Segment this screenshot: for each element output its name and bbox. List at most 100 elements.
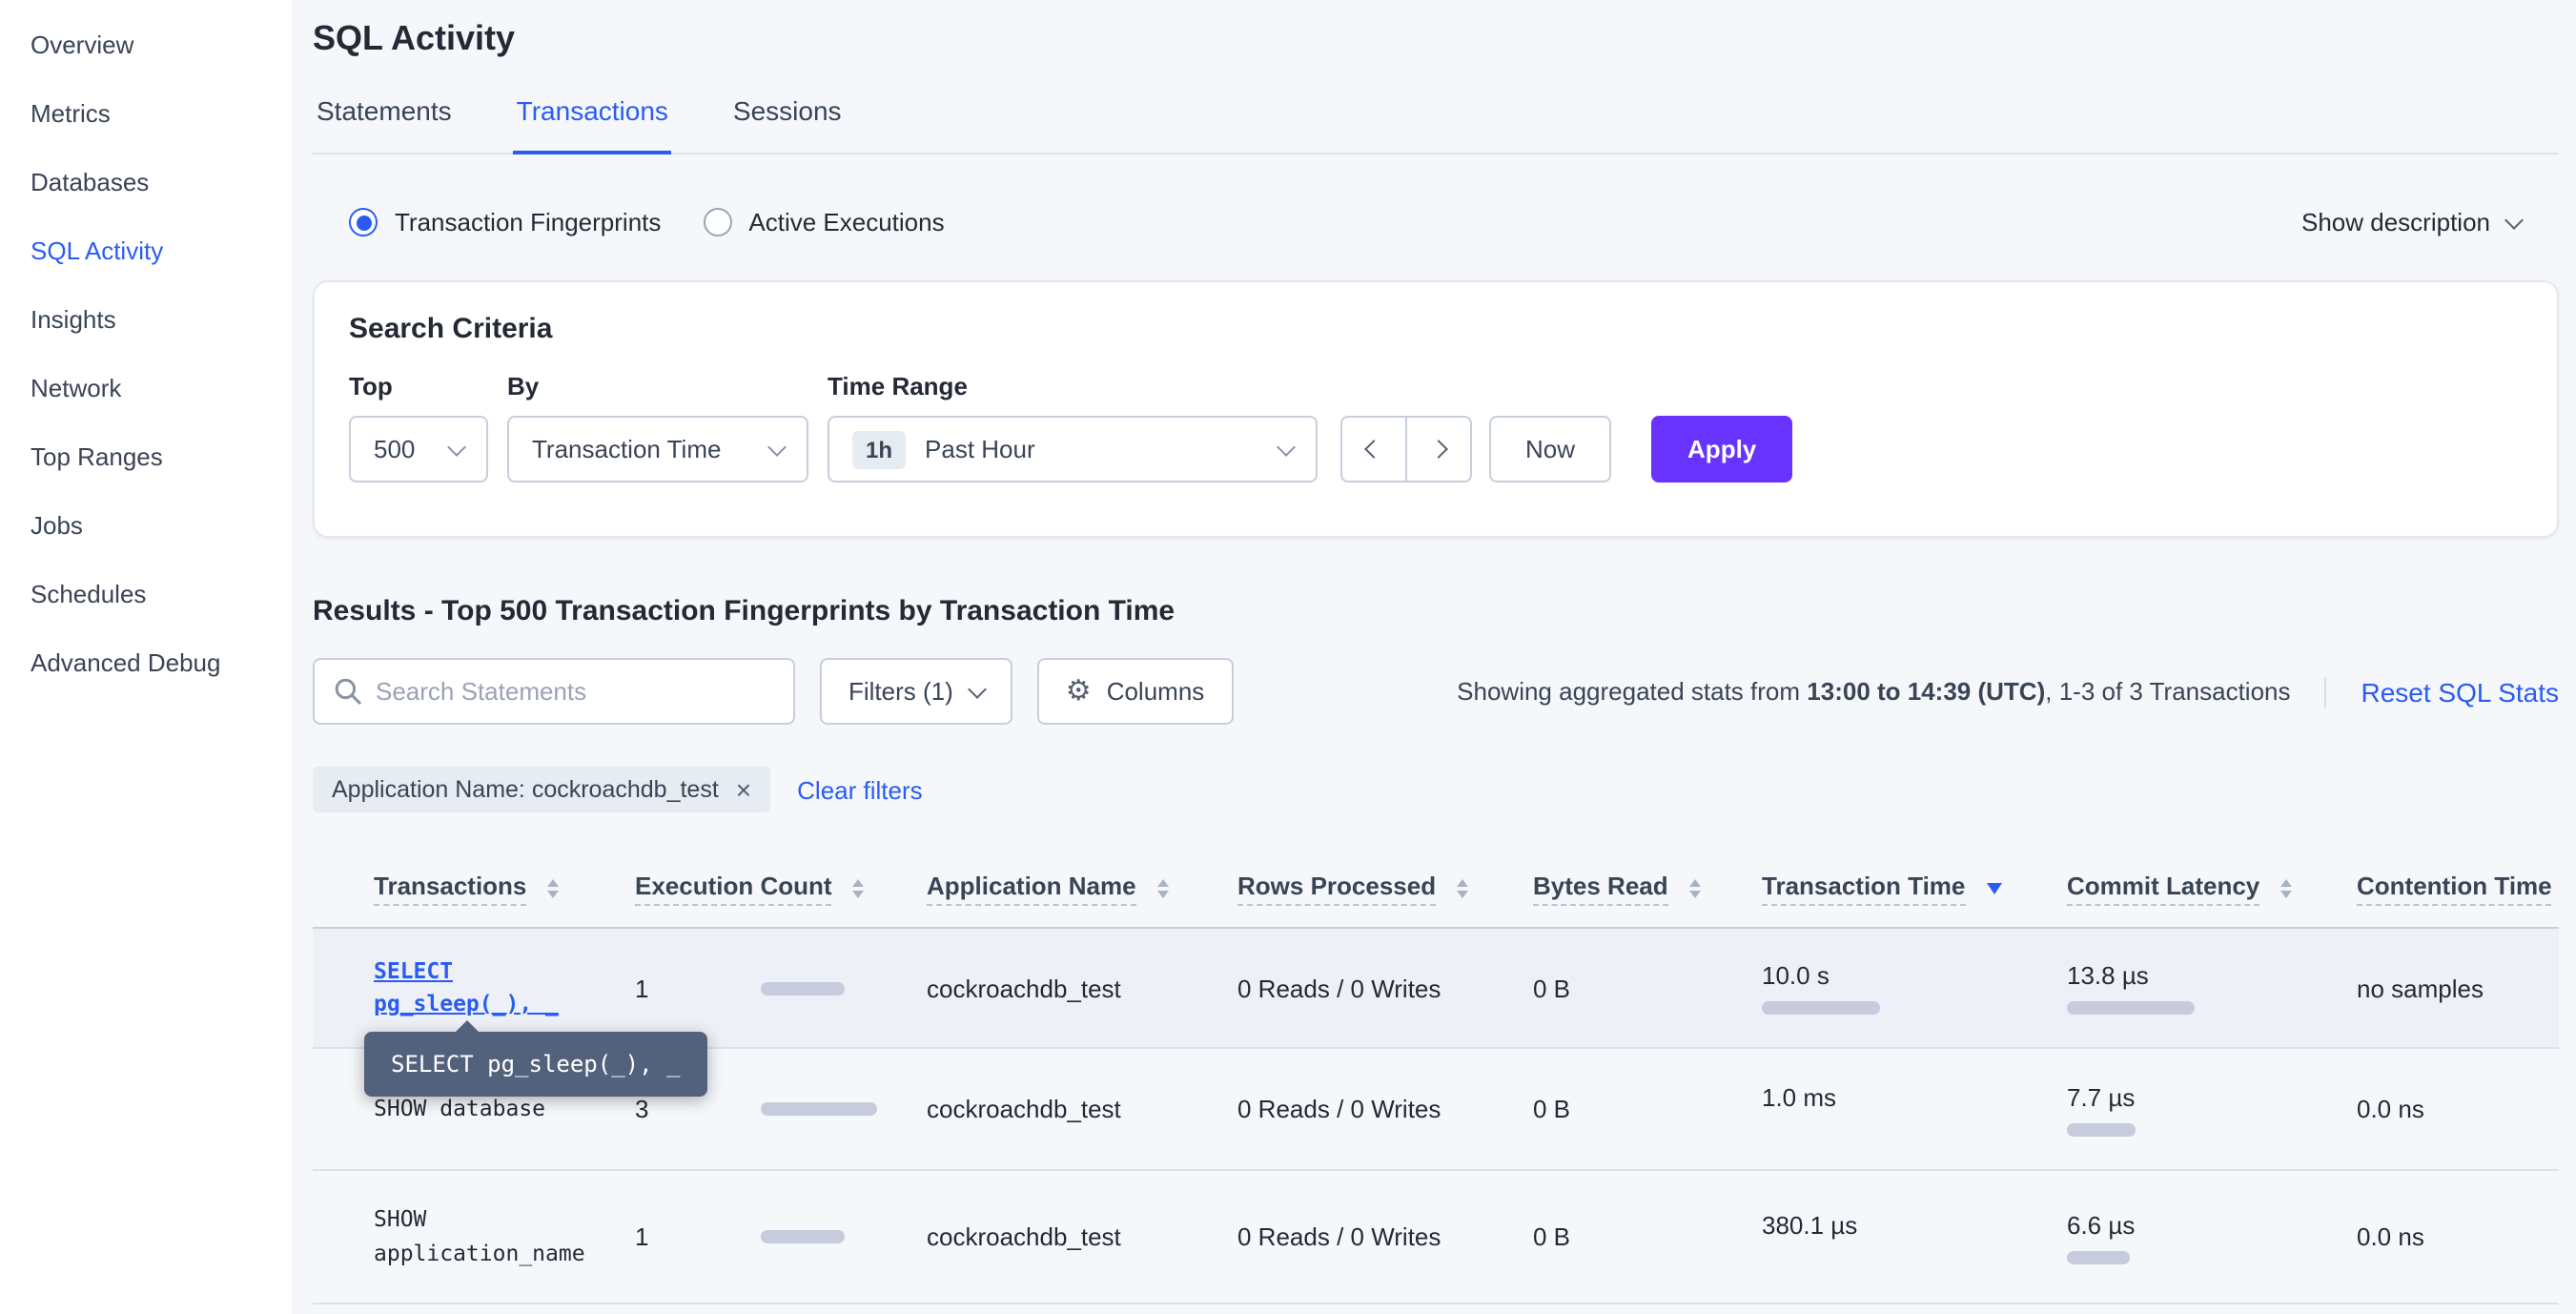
- columns-button[interactable]: ⚙ Columns: [1036, 658, 1234, 725]
- columns-label: Columns: [1106, 677, 1205, 706]
- execution-count-bar: [761, 1230, 845, 1243]
- table-header-row: Transactions Execution Count Application…: [313, 851, 2559, 929]
- show-description-toggle[interactable]: Show description: [2301, 208, 2524, 236]
- execution-count-cell: 1: [635, 1222, 927, 1251]
- sidebar-item-advanced-debug[interactable]: Advanced Debug: [31, 647, 221, 676]
- transaction-fingerprint-link[interactable]: SHOW application_name: [374, 1205, 585, 1266]
- sidebar-item-insights[interactable]: Insights: [31, 304, 116, 333]
- execution-count-bar: [761, 981, 845, 995]
- results-toolbar: Filters (1) ⚙ Columns Showing aggregated…: [313, 658, 2559, 725]
- search-criteria-controls: Top 500 By Transaction Time Time Range: [349, 372, 2523, 482]
- chevron-right-icon: [1429, 440, 1448, 459]
- sidebar-item-metrics[interactable]: Metrics: [31, 98, 111, 127]
- time-next-button[interactable]: [1405, 416, 1472, 482]
- time-range-field: Time Range 1h Past Hour: [828, 372, 1318, 482]
- transaction-time-cell: 380.1 µs: [1762, 1210, 1858, 1239]
- chevron-down-icon: [1277, 437, 1296, 456]
- time-range-label: Time Range: [828, 372, 968, 400]
- filters-label: Filters (1): [848, 677, 953, 706]
- table-row: SHOW database 3 cockroachdb_test 0 Reads…: [313, 1049, 2559, 1171]
- tab-statements[interactable]: Statements: [317, 95, 452, 126]
- chevron-down-icon: [967, 679, 987, 698]
- sidebar-item-sql-activity[interactable]: SQL Activity: [31, 236, 164, 264]
- execution-count-cell: 3: [635, 1095, 927, 1123]
- clear-filters-link[interactable]: Clear filters: [797, 775, 923, 804]
- sidebar-item-databases[interactable]: Databases: [31, 167, 150, 195]
- apply-button[interactable]: Apply: [1651, 416, 1793, 482]
- execution-count-bar: [761, 1102, 877, 1116]
- chevron-down-icon: [767, 437, 787, 456]
- application-name-cell: cockroachdb_test: [927, 974, 1121, 1002]
- top-field: Top 500: [349, 372, 488, 482]
- filter-chip-label: Application Name: cockroachdb_test: [332, 776, 719, 803]
- reset-sql-stats-link[interactable]: Reset SQL Stats: [2324, 676, 2559, 707]
- sort-icon[interactable]: [1457, 879, 1469, 898]
- column-header-execution-count[interactable]: Execution Count: [635, 872, 927, 906]
- page-title: SQL Activity: [313, 19, 516, 57]
- transaction-time-cell: 1.0 ms: [1762, 1082, 1837, 1111]
- results-heading: Results - Top 500 Transaction Fingerprin…: [313, 595, 1176, 627]
- sidebar-item-top-ranges[interactable]: Top Ranges: [31, 441, 163, 470]
- column-header-bytes-read[interactable]: Bytes Read: [1533, 872, 1762, 906]
- now-button[interactable]: Now: [1489, 416, 1612, 482]
- time-range-value: Past Hour: [925, 435, 1035, 463]
- contention-time-cell: 0.0 ns: [2357, 1095, 2424, 1123]
- sort-icon[interactable]: [1156, 879, 1169, 898]
- top-label: Top: [349, 372, 393, 400]
- sort-icon[interactable]: [852, 879, 865, 898]
- column-header-rows-processed[interactable]: Rows Processed: [1237, 872, 1533, 906]
- by-select[interactable]: Transaction Time: [507, 416, 808, 482]
- radio-unselected-icon: [703, 208, 732, 236]
- chevron-down-icon: [447, 437, 466, 456]
- search-box: [313, 658, 795, 725]
- search-criteria-title: Search Criteria: [349, 313, 553, 345]
- search-icon: [335, 678, 361, 705]
- sort-icon[interactable]: [1688, 879, 1701, 898]
- contention-time-cell: 0.0 ns: [2357, 1222, 2424, 1251]
- tab-transactions[interactable]: Transactions: [512, 92, 672, 154]
- sidebar-item-schedules[interactable]: Schedules: [31, 579, 147, 607]
- time-range-select[interactable]: 1h Past Hour: [828, 416, 1318, 482]
- filter-chip: Application Name: cockroachdb_test ×: [313, 767, 771, 812]
- commit-latency-bar: [2067, 1001, 2195, 1015]
- commit-latency-cell: 6.6 µs: [2067, 1210, 2357, 1263]
- bytes-read-cell: 0 B: [1533, 974, 1571, 1002]
- remove-filter-icon[interactable]: ×: [735, 774, 752, 805]
- top-select-value: 500: [374, 435, 416, 463]
- rows-processed-cell: 0 Reads / 0 Writes: [1237, 1095, 1441, 1123]
- time-prev-button[interactable]: [1340, 416, 1407, 482]
- execution-count-cell: 1: [635, 974, 927, 1002]
- transaction-time-cell: 10.0 s: [1762, 961, 2067, 1015]
- transaction-fingerprint-cell: SHOW application_name: [374, 1171, 635, 1303]
- sidebar-item-overview[interactable]: Overview: [31, 30, 134, 58]
- transaction-fingerprint-link[interactable]: SHOW database: [374, 1094, 546, 1121]
- tab-sessions[interactable]: Sessions: [732, 95, 842, 126]
- bytes-read-cell: 0 B: [1533, 1222, 1571, 1251]
- column-header-transaction-time[interactable]: Transaction Time: [1762, 872, 2067, 906]
- main-content: SQL Activity Statements Transactions Ses…: [292, 0, 2576, 1314]
- view-toggle-row: Transaction Fingerprints Active Executio…: [313, 208, 2559, 236]
- transaction-fingerprint-cell: SHOW database: [374, 1049, 635, 1169]
- filters-button[interactable]: Filters (1): [820, 658, 1012, 725]
- search-criteria-card: Search Criteria Top 500 By Transaction T…: [313, 280, 2559, 538]
- bytes-read-cell: 0 B: [1533, 1095, 1571, 1123]
- sort-icon[interactable]: [547, 879, 560, 898]
- column-header-transactions[interactable]: Transactions: [374, 872, 635, 906]
- column-header-contention-time[interactable]: Contention Time: [2357, 872, 2559, 906]
- search-input[interactable]: [313, 658, 795, 725]
- aggregated-stats-text: Showing aggregated stats from 13:00 to 1…: [1457, 677, 2291, 706]
- sort-icon[interactable]: [2280, 879, 2293, 898]
- column-header-commit-latency[interactable]: Commit Latency: [2067, 872, 2357, 906]
- radio-active-executions[interactable]: Active Executions: [703, 208, 945, 236]
- column-header-application-name[interactable]: Application Name: [927, 872, 1237, 906]
- transaction-fingerprint-link[interactable]: SELECT pg_sleep(_), _: [374, 956, 559, 1017]
- contention-time-cell: no samples: [2357, 974, 2484, 1002]
- rows-processed-cell: 0 Reads / 0 Writes: [1237, 974, 1441, 1002]
- transactions-table: Transactions Execution Count Application…: [313, 851, 2559, 1304]
- sort-desc-icon[interactable]: [1986, 883, 2002, 894]
- radio-transaction-fingerprints[interactable]: Transaction Fingerprints: [349, 208, 661, 236]
- sidebar-item-jobs[interactable]: Jobs: [31, 510, 83, 539]
- sidebar-item-network[interactable]: Network: [31, 373, 122, 401]
- top-select[interactable]: 500: [349, 416, 488, 482]
- chevron-down-icon: [2504, 210, 2524, 229]
